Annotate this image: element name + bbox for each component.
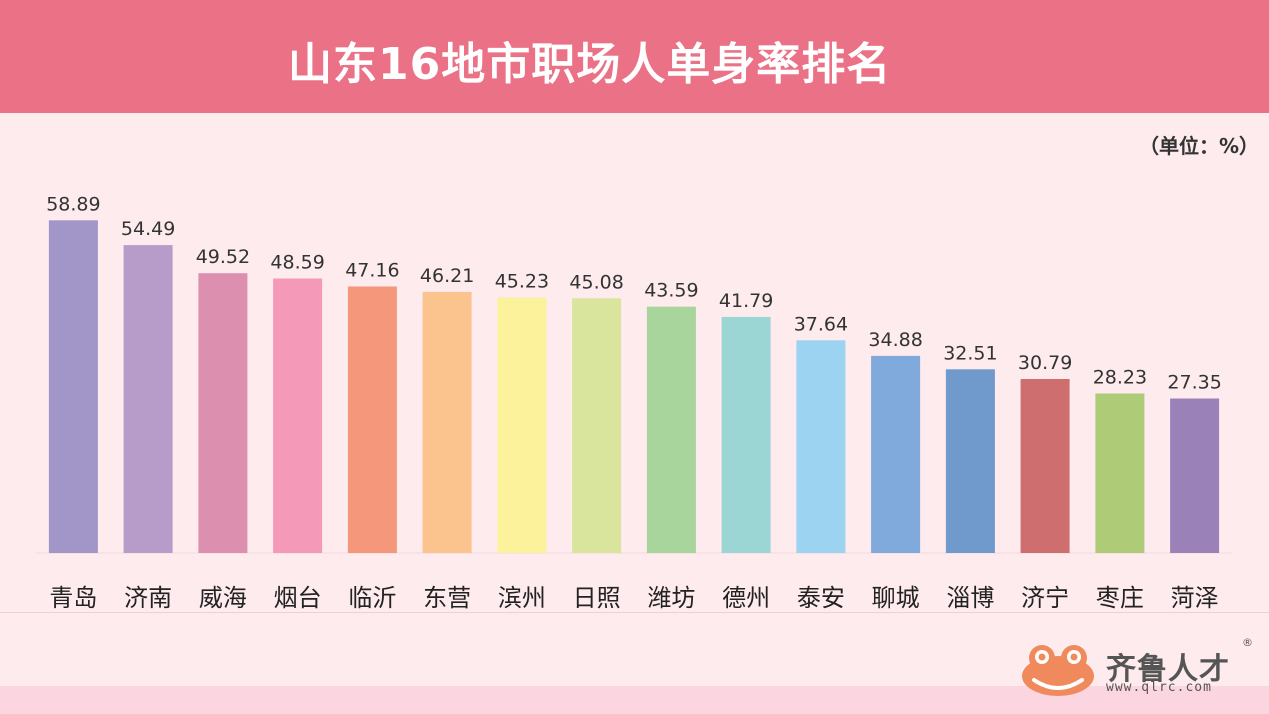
- value-label-9: 41.79: [719, 290, 773, 312]
- value-label-6: 45.23: [495, 271, 549, 293]
- bar-chart: 58.89 青岛 54.49 济南 49.52 威海 48.59 烟台 47.16 临沂 46.21…: [36, 193, 1232, 612]
- bar-8: [646, 306, 696, 553]
- bar-5: [422, 291, 472, 553]
- value-label-13: 30.79: [1018, 352, 1072, 374]
- footer-divider: [0, 612, 1269, 613]
- category-label-9: 德州: [722, 584, 770, 612]
- category-label-15: 菏泽: [1171, 584, 1219, 612]
- brand-logo: 齐鲁人才 ® www.qlrc.com: [1018, 636, 1258, 700]
- bar-14: [1095, 393, 1145, 553]
- category-label-5: 东营: [423, 584, 471, 612]
- bar-0: [48, 220, 98, 554]
- value-label-0: 58.89: [46, 193, 100, 215]
- logo-name: 齐鲁人才: [1106, 652, 1230, 687]
- bar-7: [572, 298, 622, 553]
- category-label-1: 济南: [124, 584, 172, 612]
- bar-6: [497, 297, 547, 553]
- category-label-7: 日照: [573, 584, 621, 612]
- category-label-8: 潍坊: [647, 584, 695, 612]
- value-label-7: 45.08: [569, 271, 623, 293]
- bar-10: [796, 340, 846, 553]
- value-label-5: 46.21: [420, 265, 474, 287]
- value-label-4: 47.16: [345, 260, 399, 282]
- category-label-4: 临沂: [348, 584, 396, 612]
- category-label-12: 淄博: [946, 584, 994, 612]
- category-label-10: 泰安: [797, 584, 845, 612]
- bar-3: [273, 278, 323, 553]
- title-banner: 山东16地市职场人单身率排名: [0, 0, 1269, 113]
- frog-logo-icon: [1022, 645, 1094, 696]
- category-label-6: 滨州: [498, 584, 546, 612]
- bar-2: [198, 273, 248, 553]
- category-label-11: 聊城: [872, 584, 920, 612]
- value-label-2: 49.52: [196, 246, 250, 268]
- value-label-12: 32.51: [943, 342, 997, 364]
- logo-url: www.qlrc.com: [1106, 680, 1212, 695]
- registered-mark: ®: [1242, 636, 1253, 649]
- bar-11: [871, 355, 921, 553]
- unit-label: （单位：%）: [1138, 134, 1259, 158]
- page-title: 山东16地市职场人单身率排名: [288, 39, 892, 90]
- category-label-3: 烟台: [274, 584, 322, 612]
- bar-15: [1170, 398, 1220, 553]
- value-label-3: 48.59: [270, 252, 324, 274]
- value-label-8: 43.59: [644, 280, 698, 302]
- value-label-14: 28.23: [1093, 367, 1147, 389]
- bar-4: [347, 286, 397, 553]
- value-label-11: 34.88: [868, 329, 922, 351]
- bar-1: [123, 245, 173, 553]
- category-label-0: 青岛: [49, 584, 97, 612]
- category-label-2: 威海: [199, 584, 247, 612]
- bar-13: [1020, 379, 1070, 553]
- value-label-1: 54.49: [121, 218, 175, 240]
- bar-12: [945, 369, 995, 553]
- value-label-10: 37.64: [794, 313, 848, 335]
- category-label-13: 济宁: [1021, 584, 1069, 612]
- category-label-14: 枣庄: [1096, 584, 1144, 612]
- value-label-15: 27.35: [1167, 372, 1221, 394]
- bar-9: [721, 316, 771, 553]
